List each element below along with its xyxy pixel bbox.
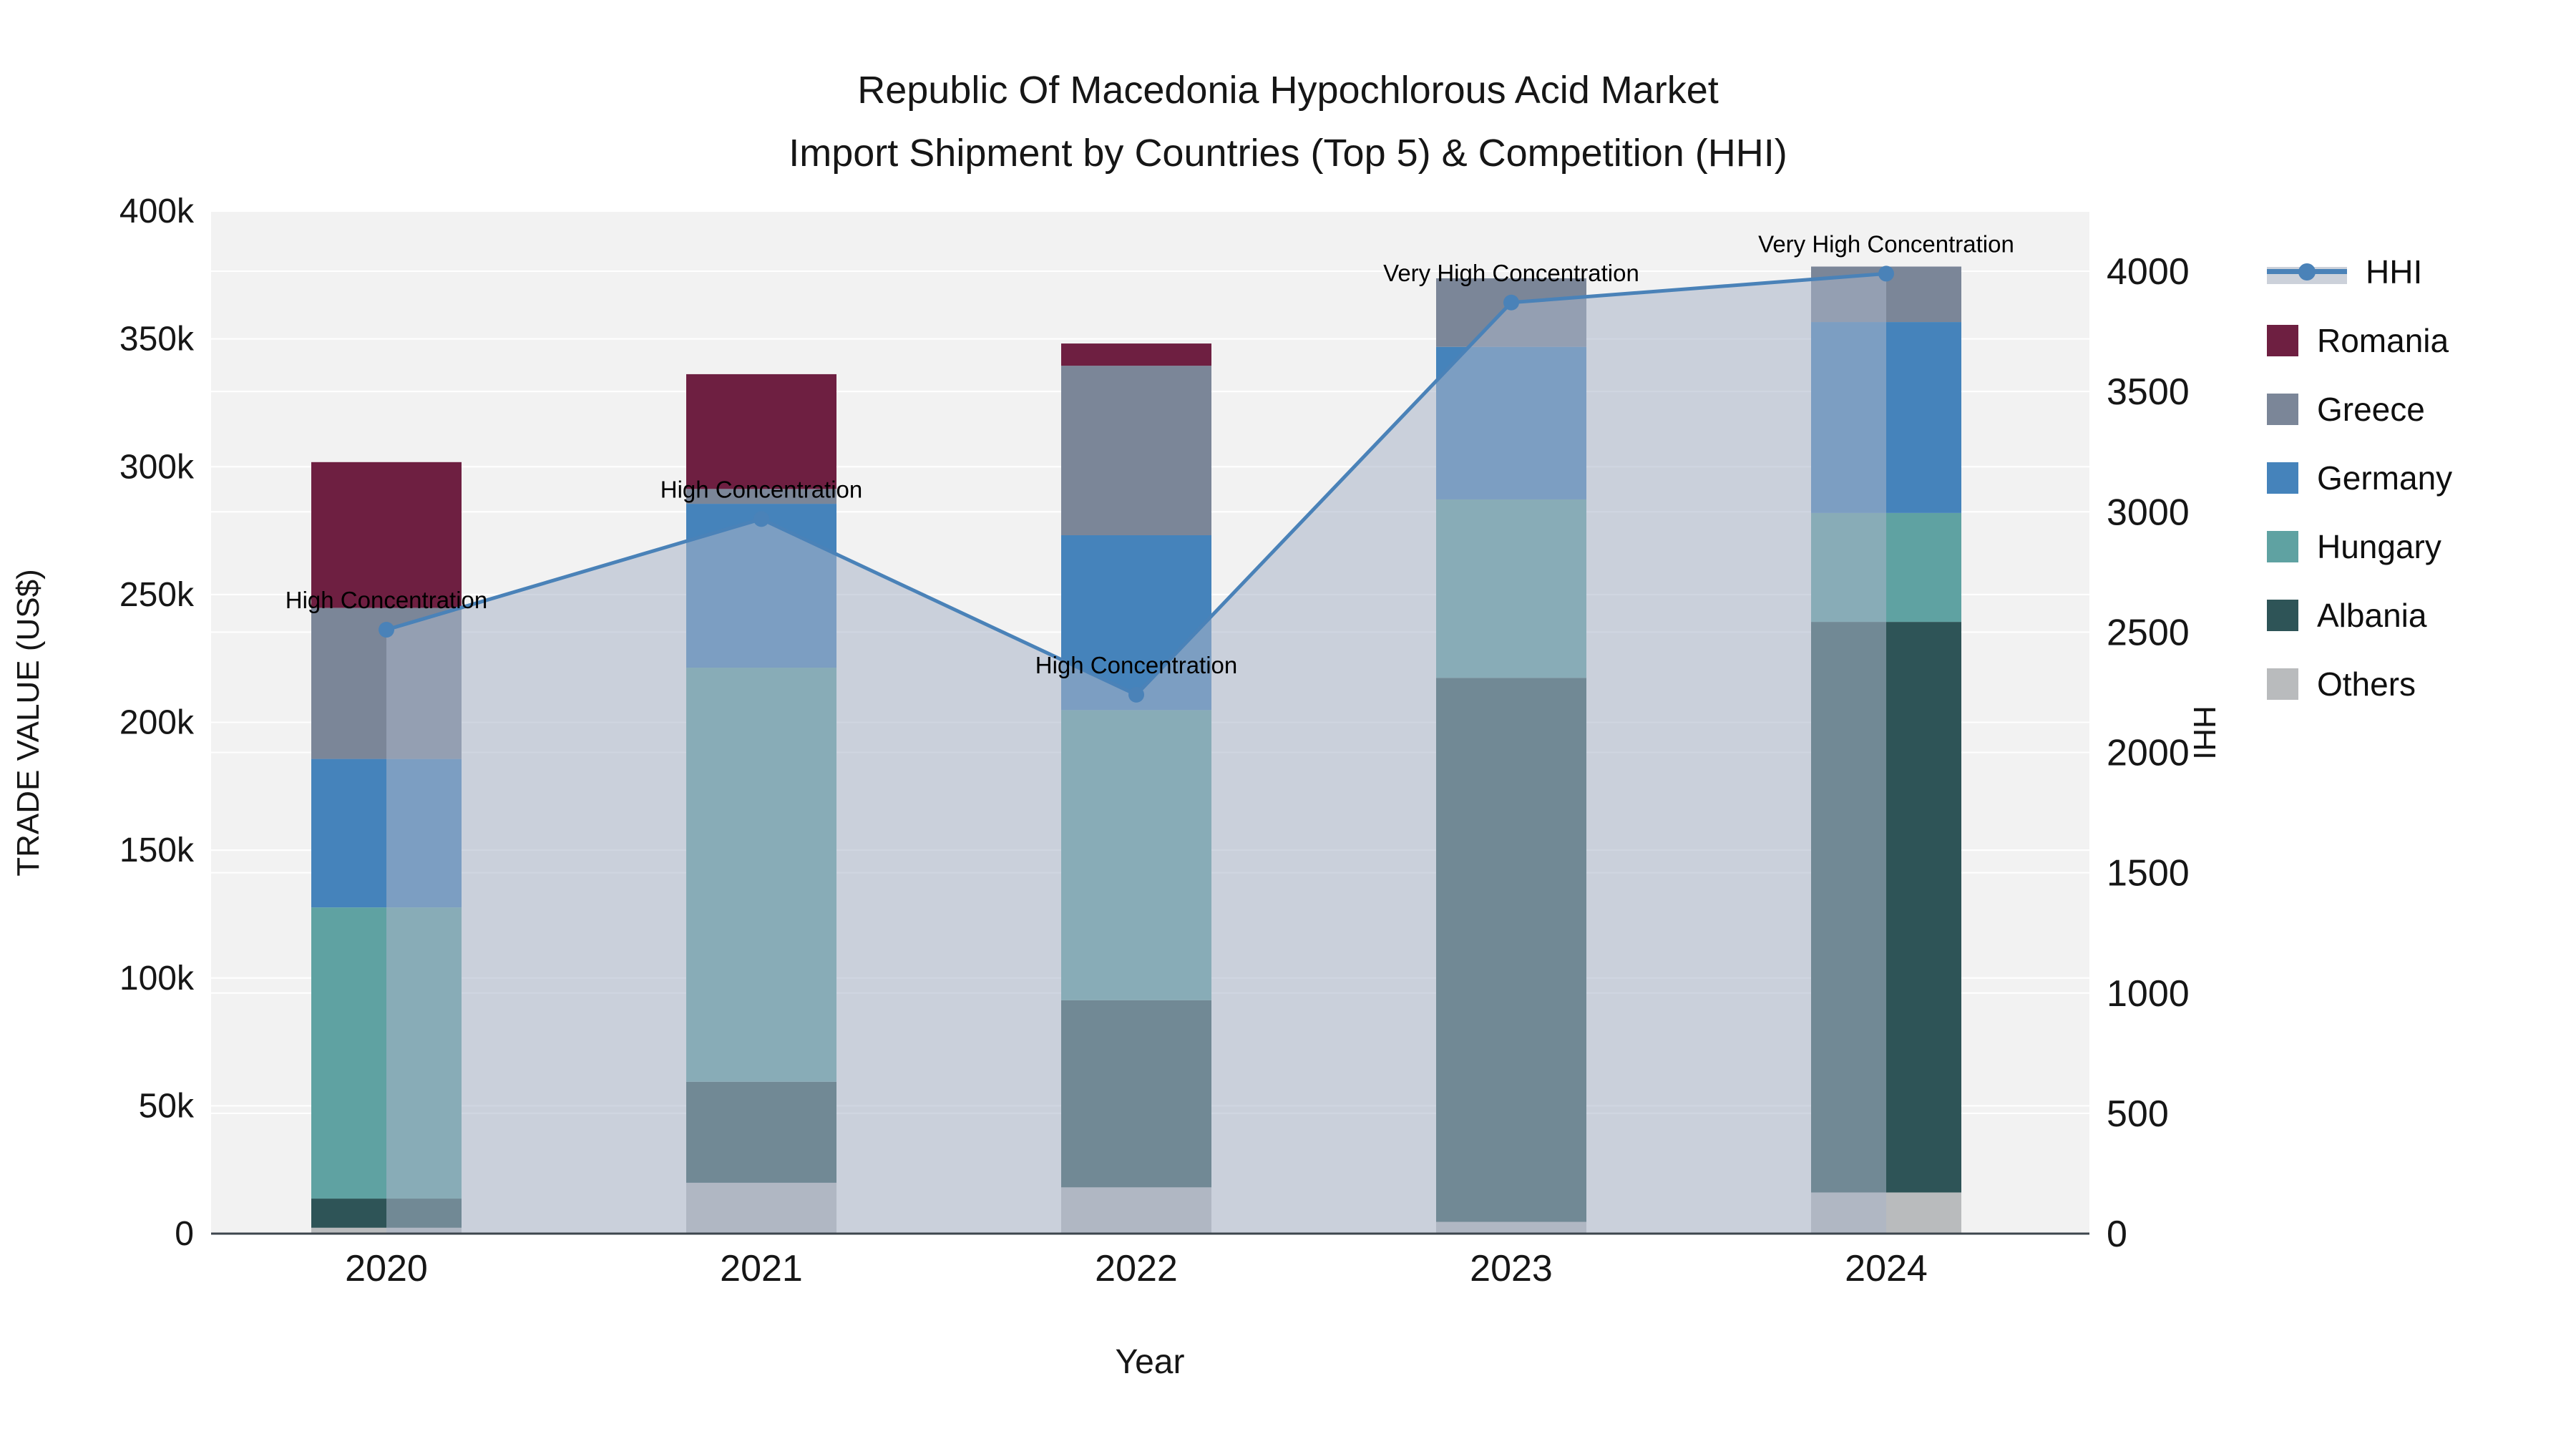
legend-swatch-icon [2267, 531, 2298, 562]
legend: HHI Romania Greece Germany Hungary Albania Oth… [2267, 238, 2567, 718]
legend-item-hungary[interactable]: Hungary [2267, 512, 2567, 581]
legend-swatch-icon [2267, 668, 2298, 700]
bar-segment-romania-2021 [686, 374, 836, 489]
y-right-tick-1000: 1000 [2107, 973, 2190, 1015]
legend-label: HHI [2366, 253, 2423, 291]
x-tick-2024: 2024 [1845, 1248, 1928, 1289]
legend-swatch-icon [2267, 600, 2298, 631]
legend-item-romania[interactable]: Romania [2267, 306, 2567, 375]
legend-item-hhi[interactable]: HHI [2267, 238, 2567, 306]
y-right-tick-2500: 2500 [2107, 612, 2190, 653]
bar-segment-greece-2021 [686, 489, 836, 504]
hhi-area-fill [386, 273, 1886, 1234]
y-left-tick-350k: 350k [119, 321, 195, 358]
hhi-marker-2022 [1128, 686, 1144, 703]
annotation-2024: Very High Concentration [1758, 230, 2014, 257]
annotation-2022: High Concentration [1035, 652, 1238, 678]
x-tick-2021: 2021 [720, 1248, 803, 1289]
hhi-marker-2020 [379, 622, 394, 638]
chart-title-line2: Import Shipment by Countries (Top 5) & C… [789, 132, 1787, 175]
legend-swatch-icon [2267, 325, 2298, 356]
legend-label: Hungary [2317, 528, 2441, 565]
legend-item-greece[interactable]: Greece [2267, 375, 2567, 444]
right-axis-title: HHI [2187, 706, 2222, 760]
y-left-tick-300k: 300k [119, 448, 195, 486]
annotation-2021: High Concentration [660, 476, 863, 502]
legend-label: Germany [2317, 459, 2453, 497]
y-left-tick-0: 0 [175, 1215, 194, 1253]
x-tick-2020: 2020 [345, 1248, 428, 1289]
bar-segment-greece-2022 [1061, 366, 1211, 535]
y-right-tick-500: 500 [2107, 1093, 2169, 1135]
left-axis-title: TRADE VALUE (US$) [11, 569, 46, 877]
y-left-tick-250k: 250k [119, 576, 195, 614]
legend-label: Romania [2317, 322, 2449, 359]
y-right-tick-3000: 3000 [2107, 492, 2190, 533]
y-right-tick-4000: 4000 [2107, 251, 2190, 293]
x-tick-2023: 2023 [1470, 1248, 1553, 1289]
legend-item-germany[interactable]: Germany [2267, 444, 2567, 512]
bar-segment-romania-2022 [1061, 343, 1211, 366]
hhi-marker-2021 [753, 511, 769, 527]
legend-swatch-icon [2267, 394, 2298, 425]
annotation-2020: High Concentration [286, 587, 488, 613]
hhi-line-icon [2267, 256, 2347, 288]
y-right-tick-2000: 2000 [2107, 733, 2190, 774]
y-left-tick-50k: 50k [139, 1087, 195, 1125]
y-left-tick-150k: 150k [119, 831, 195, 869]
legend-label: Others [2317, 665, 2416, 703]
y-right-tick-0: 0 [2107, 1214, 2127, 1255]
annotation-2023: Very High Concentration [1383, 260, 1639, 286]
legend-label: Albania [2317, 597, 2427, 634]
y-right-tick-1500: 1500 [2107, 853, 2190, 894]
bar-segment-romania-2020 [311, 462, 462, 608]
x-tick-2022: 2022 [1095, 1248, 1178, 1289]
legend-item-albania[interactable]: Albania [2267, 581, 2567, 650]
legend-swatch-icon [2267, 462, 2298, 494]
hhi-marker-2023 [1503, 294, 1519, 311]
legend-label: Greece [2317, 391, 2425, 428]
hhi-marker-2024 [1878, 265, 1894, 282]
y-left-tick-100k: 100k [119, 960, 195, 997]
y-right-tick-3500: 3500 [2107, 371, 2190, 413]
y-left-tick-400k: 400k [119, 192, 195, 230]
legend-item-others[interactable]: Others [2267, 650, 2567, 718]
y-left-tick-200k: 200k [119, 704, 195, 742]
chart-title-line1: Republic Of Macedonia Hypochlorous Acid … [857, 69, 1719, 112]
x-axis-title: Year [1115, 1343, 1185, 1381]
